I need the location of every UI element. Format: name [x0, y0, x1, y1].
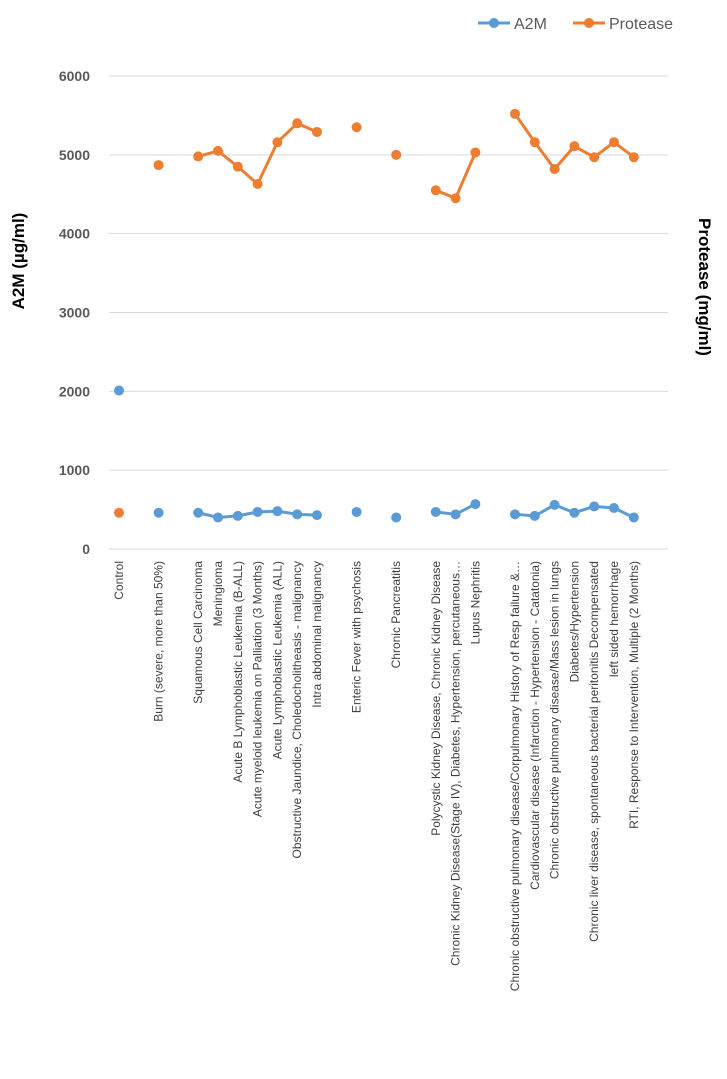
x-category-label: Chronic Pancreatitis [389, 561, 403, 668]
y-tick-label: 5000 [59, 147, 90, 163]
y-tick-label: 6000 [59, 68, 90, 84]
protease-point [569, 141, 580, 152]
a2m-point [292, 509, 303, 520]
a2m-point [609, 503, 619, 514]
x-category-label: Acute B Lymphoblastic Leukemia (B-ALL) [231, 561, 245, 783]
a2m-point [529, 510, 540, 521]
protease-point [232, 161, 243, 172]
y-axis-ticks: 0 1000 2000 3000 4000 5000 6000 [59, 68, 90, 557]
x-category-label: Diabetes/Hypertension [567, 561, 581, 682]
legend: A2M Protease [478, 16, 673, 33]
x-category-label: Chronic obstructive pulmonary disease/Ma… [548, 561, 562, 879]
y-axis-title-left: A2M (µg/ml) [9, 213, 28, 310]
y-axis-title-right: Protease (mg/ml) [695, 218, 714, 356]
a2m-point [430, 506, 441, 517]
protease-point [510, 108, 520, 119]
protease-point [628, 152, 639, 163]
legend-protease-marker [584, 18, 594, 28]
x-category-label: Burn (severe, more than 50%) [152, 561, 166, 722]
protease-point [609, 137, 619, 148]
a2m-point [450, 509, 461, 520]
x-category-label: Obstructive Jaundice, Choledocholitheasi… [290, 561, 304, 859]
a2m-point [549, 499, 560, 510]
protease-point [292, 118, 303, 129]
protease-point [450, 193, 461, 204]
x-category-label: Chronic Kidney Disease(Stage IV), Diabet… [449, 561, 463, 966]
legend-a2m-marker [489, 18, 499, 28]
x-category-label: Squamous Cell Carcinoma [191, 561, 205, 704]
protease-point [213, 145, 223, 156]
protease-point [589, 152, 600, 163]
x-category-label: RTI, Response to Intervention, Multiple … [627, 561, 641, 829]
x-category-label: Cardiovascular disease (Infarction - Hyp… [528, 561, 542, 890]
y-tick-label: 3000 [59, 305, 90, 321]
x-category-label: Acute Lymphoblastic Leukemia (ALL) [270, 561, 284, 759]
x-axis-labels: Control Burn (severe, more than 50%) Squam… [112, 561, 641, 992]
protease-point [430, 185, 441, 196]
x-category-label: Meningioma [211, 561, 225, 627]
series-lines [196, 112, 636, 519]
protease-point [252, 179, 263, 190]
x-category-label: Polycystic Kidney Disease, Chronic Kidne… [429, 561, 443, 836]
protease-point [312, 126, 322, 137]
protease-series-line [434, 150, 477, 200]
gridlines [109, 75, 668, 550]
x-category-label: Intra abdominal malignancy [310, 561, 324, 708]
legend-a2m-label: A2M [514, 16, 547, 33]
y-tick-label: 2000 [59, 383, 90, 399]
a2m-point [153, 507, 164, 518]
protease-point [391, 149, 402, 160]
protease-point [470, 147, 481, 158]
x-category-label: Enteric Fever with psychosis [350, 561, 364, 713]
a2m-point [589, 501, 600, 512]
x-category-label: Chronic liver disease, spontaneous bacte… [587, 561, 601, 942]
y-tick-label: 0 [82, 541, 90, 557]
protease-point [272, 137, 283, 148]
a2m-point [510, 509, 520, 520]
a2m-point [193, 507, 204, 518]
a2m-point [312, 510, 322, 521]
a2m-point [569, 507, 580, 518]
protease-point [193, 151, 204, 162]
a2m-point [470, 499, 481, 510]
protease-point [529, 137, 540, 148]
x-category-label: Acute myeloid leukemia on Palliation (3 … [251, 561, 265, 817]
protease-point [351, 122, 362, 133]
a2m-point [252, 506, 263, 517]
y-tick-label: 1000 [59, 462, 90, 478]
a2m-point [628, 512, 639, 523]
series-points [114, 108, 639, 523]
x-category-label: left sided hemorrhage [607, 561, 621, 677]
x-category-label: Control [112, 561, 126, 600]
x-category-label: Chronic obstructive pulmonary disease/Co… [508, 561, 522, 991]
a2m-point [213, 512, 223, 523]
protease-point [114, 507, 124, 518]
legend-protease-label: Protease [609, 16, 673, 33]
y-tick-label: 4000 [59, 226, 90, 242]
a2m-point [272, 506, 283, 517]
a2m-point [232, 510, 243, 521]
a2m-point [391, 512, 402, 523]
a2m-point [351, 506, 362, 517]
protease-point [549, 164, 560, 175]
protease-point [153, 160, 164, 171]
x-category-label: Lupus Nephritis [468, 561, 482, 644]
a2m-point [114, 385, 124, 396]
